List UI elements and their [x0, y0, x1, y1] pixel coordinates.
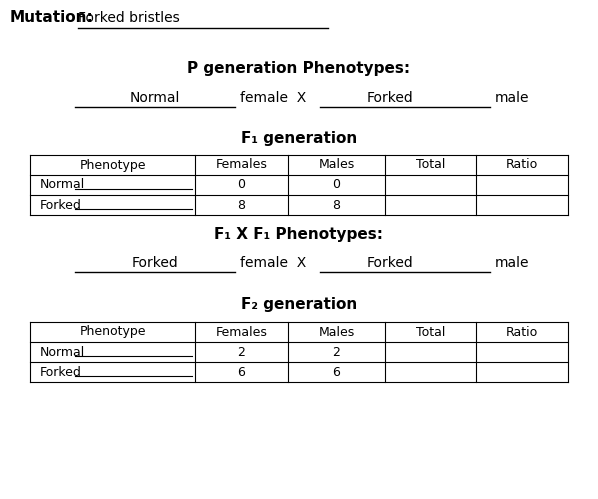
Text: Forked bristles: Forked bristles — [78, 11, 180, 25]
Text: 8: 8 — [237, 199, 246, 212]
Text: Females: Females — [215, 159, 267, 172]
Text: Forked: Forked — [40, 199, 82, 212]
Text: Forked: Forked — [40, 365, 82, 379]
Text: 2: 2 — [332, 345, 340, 358]
Text: 0: 0 — [237, 179, 246, 192]
Text: male: male — [495, 91, 529, 105]
Text: Females: Females — [215, 325, 267, 338]
Text: Forked: Forked — [367, 91, 413, 105]
Text: F₁ generation: F₁ generation — [241, 131, 357, 146]
Text: 6: 6 — [332, 365, 340, 379]
Text: P generation Phenotypes:: P generation Phenotypes: — [187, 60, 411, 75]
Text: 2: 2 — [237, 345, 245, 358]
Text: Normal: Normal — [130, 91, 180, 105]
Text: Phenotype: Phenotype — [80, 159, 146, 172]
Text: F₁ X F₁ Phenotypes:: F₁ X F₁ Phenotypes: — [215, 228, 383, 243]
Text: Ratio: Ratio — [506, 159, 538, 172]
Text: Forked: Forked — [367, 256, 413, 270]
Text: Normal: Normal — [40, 345, 86, 358]
Text: Males: Males — [318, 159, 355, 172]
Text: Total: Total — [416, 325, 445, 338]
Text: Males: Males — [318, 325, 355, 338]
Text: Mutation:: Mutation: — [10, 10, 94, 25]
Text: male: male — [495, 256, 529, 270]
Text: 0: 0 — [332, 179, 340, 192]
Text: Normal: Normal — [40, 179, 86, 192]
Text: Phenotype: Phenotype — [80, 325, 146, 338]
Text: 8: 8 — [332, 199, 340, 212]
Text: Forked: Forked — [132, 256, 178, 270]
Text: Total: Total — [416, 159, 445, 172]
Text: Ratio: Ratio — [506, 325, 538, 338]
Text: F₂ generation: F₂ generation — [241, 297, 357, 312]
Text: female  X: female X — [240, 91, 306, 105]
Text: 6: 6 — [237, 365, 245, 379]
Text: female  X: female X — [240, 256, 306, 270]
